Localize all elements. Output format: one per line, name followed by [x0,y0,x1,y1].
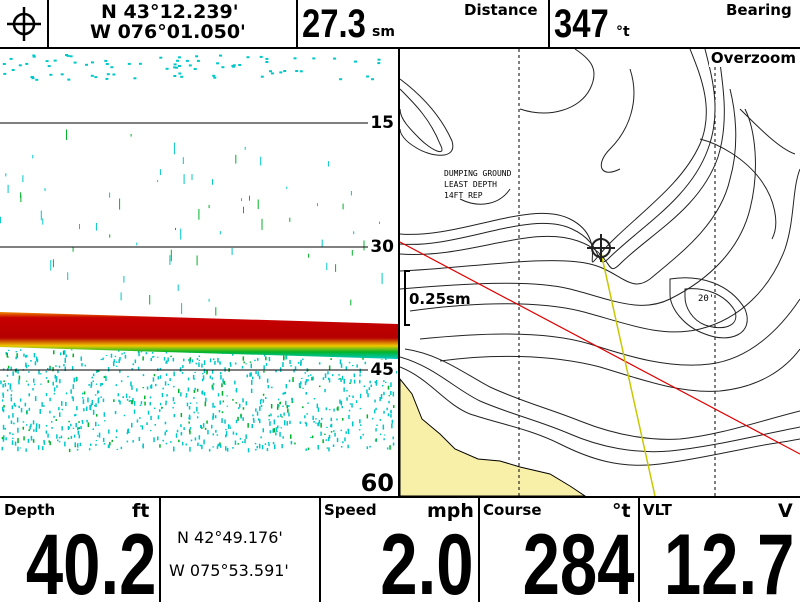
distance-value: 27.3 [302,2,366,46]
depth-mark-60: 60 [358,469,396,496]
depth-value: 40.2 [25,517,156,613]
depth-mark-45: 45 [368,360,396,380]
sonar-view[interactable]: 15 30 45 60 [0,49,398,496]
map-annotation: DUMPING GROUND LEAST DEPTH 14FT REP [444,168,511,201]
position-crosshair-icon[interactable] [4,4,44,44]
top-latitude: N 43°12.239' [101,1,239,23]
course-label: Course [483,501,542,519]
bearing-unit: °t [616,24,630,40]
waypoint-longitude: W 075°53.591' [169,561,289,580]
bearing-label: Bearing [726,1,792,19]
waypoint-latitude: N 42°49.176' [177,528,283,547]
panel-divider [398,49,400,496]
distance-unit: sm [372,24,395,40]
top-longitude: W 076°01.050' [90,21,246,43]
vlt-label: VLT [643,501,672,519]
boat-position-icon[interactable] [587,234,615,262]
speed-value: 2.0 [380,517,474,613]
top-status-bar: N 43°12.239' W 076°01.050' 27.3 sm Dista… [0,0,800,49]
bottom-data-bar: Depth ft 40.2 N 42°49.176' W 075°53.591'… [0,496,800,608]
annotation-line-3: 14FT REP [444,191,483,200]
map-canvas [400,49,800,496]
speed-label: Speed [324,501,377,519]
overzoom-label: Overzoom [708,49,798,67]
spot-depth-label: 20' [698,294,715,304]
vlt-value: 12.7 [663,517,794,613]
sonar-canvas [0,54,398,453]
depth-mark-15: 15 [368,113,396,133]
vlt-unit: V [778,500,793,522]
course-unit: °t [612,500,631,522]
annotation-line-1: DUMPING GROUND [444,169,512,178]
chart-map-view[interactable]: Overzoom 0.25sm DUMPING GROUND LEAST DEP… [400,49,800,496]
course-value: 284 [522,517,634,613]
depth-label: Depth [4,501,56,519]
scale-label: 0.25sm [409,290,471,308]
land-area [400,378,586,496]
bearing-value: 347 [554,2,609,46]
annotation-line-2: LEAST DEPTH [444,180,497,189]
depth-unit: ft [132,500,150,522]
speed-unit: mph [427,500,474,522]
depth-mark-30: 30 [368,237,396,257]
distance-label: Distance [464,1,538,19]
